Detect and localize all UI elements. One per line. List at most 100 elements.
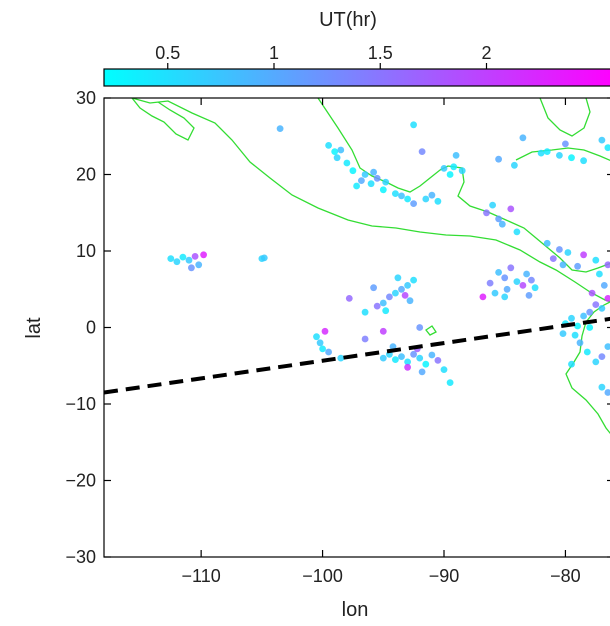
data-point bbox=[556, 152, 563, 159]
data-point bbox=[398, 353, 405, 360]
data-point bbox=[479, 293, 487, 301]
data-point bbox=[586, 324, 594, 331]
data-point bbox=[604, 295, 610, 302]
data-point bbox=[491, 289, 499, 297]
data-point bbox=[379, 354, 387, 362]
data-point bbox=[507, 205, 515, 213]
y-axis-ticks: 30 20 10 0 −10 −20 −30 bbox=[65, 88, 610, 567]
data-point bbox=[422, 360, 430, 368]
data-point bbox=[428, 351, 436, 359]
y-tick-label: 10 bbox=[76, 241, 96, 261]
y-tick-label: 30 bbox=[76, 88, 96, 108]
data-point bbox=[386, 293, 393, 301]
data-point bbox=[604, 389, 610, 396]
colorbar-tick-label: 1 bbox=[269, 43, 279, 63]
data-point bbox=[260, 254, 268, 262]
data-point bbox=[200, 251, 208, 259]
data-point bbox=[410, 276, 417, 284]
data-point bbox=[434, 357, 442, 364]
data-point bbox=[319, 345, 326, 353]
colorbar: UT(hr) 0.5 1 1.5 2 bbox=[103, 9, 610, 87]
data-point bbox=[596, 270, 603, 278]
data-point bbox=[586, 308, 594, 316]
data-point bbox=[410, 200, 417, 208]
data-point bbox=[337, 354, 345, 362]
data-point bbox=[370, 284, 377, 292]
data-point bbox=[316, 339, 324, 347]
data-point bbox=[370, 168, 377, 176]
x-tick-label: −110 bbox=[182, 566, 221, 586]
y-tick-label: −30 bbox=[65, 547, 96, 567]
data-point bbox=[503, 285, 511, 293]
data-point bbox=[191, 253, 199, 260]
colorbar-tick-label: 0.5 bbox=[155, 43, 180, 63]
data-point bbox=[568, 314, 575, 322]
data-point bbox=[404, 195, 411, 203]
data-point bbox=[321, 327, 329, 335]
data-point bbox=[513, 228, 521, 236]
coastline-baja bbox=[131, 98, 195, 141]
colorbar-tick-label: 1.5 bbox=[368, 43, 393, 63]
data-point bbox=[446, 379, 454, 386]
data-point bbox=[416, 354, 424, 362]
data-point bbox=[276, 125, 284, 132]
data-point bbox=[418, 148, 426, 156]
data-point bbox=[483, 209, 490, 217]
data-point bbox=[379, 327, 387, 335]
colorbar-bar bbox=[103, 68, 610, 87]
data-point bbox=[543, 148, 551, 156]
data-point bbox=[501, 274, 509, 282]
data-point bbox=[450, 163, 458, 171]
data-point bbox=[313, 333, 320, 341]
data-point bbox=[574, 262, 581, 270]
data-point bbox=[418, 368, 426, 376]
data-point bbox=[564, 249, 572, 256]
dashed-line bbox=[104, 316, 610, 395]
data-point bbox=[598, 305, 606, 312]
data-point bbox=[428, 191, 436, 199]
data-point bbox=[583, 348, 591, 356]
data-point bbox=[549, 255, 557, 262]
data-point bbox=[392, 356, 399, 363]
data-point bbox=[458, 167, 466, 175]
x-tick-label: −100 bbox=[302, 566, 343, 586]
data-point bbox=[592, 256, 600, 264]
data-point bbox=[556, 246, 563, 253]
data-point bbox=[519, 282, 527, 289]
data-point bbox=[349, 167, 357, 175]
y-axis-label: lat bbox=[23, 317, 45, 339]
coastline-florida bbox=[539, 98, 591, 137]
data-point bbox=[592, 301, 600, 308]
colorbar-tick-label: 2 bbox=[481, 43, 491, 63]
data-point bbox=[495, 215, 502, 223]
data-point bbox=[537, 149, 545, 157]
data-point bbox=[592, 358, 600, 366]
data-point bbox=[507, 264, 515, 272]
data-point bbox=[604, 261, 610, 269]
data-point bbox=[398, 192, 405, 200]
data-point bbox=[580, 251, 587, 259]
data-point bbox=[394, 274, 402, 282]
data-point bbox=[574, 322, 581, 330]
data-point bbox=[410, 350, 417, 358]
x-tick-label: −90 bbox=[429, 566, 460, 586]
coastline-galapagos bbox=[425, 325, 437, 336]
data-point bbox=[410, 121, 417, 129]
data-point bbox=[528, 276, 535, 284]
data-point bbox=[588, 289, 596, 297]
coastline-cuba bbox=[515, 147, 610, 161]
data-point bbox=[562, 140, 569, 148]
data-point bbox=[446, 171, 454, 178]
data-point bbox=[392, 190, 399, 198]
data-point bbox=[559, 261, 567, 269]
data-point bbox=[358, 177, 365, 185]
data-point bbox=[440, 366, 448, 373]
data-point bbox=[422, 195, 430, 203]
data-point bbox=[519, 134, 527, 142]
data-point bbox=[325, 142, 332, 149]
data-point bbox=[598, 353, 606, 360]
data-point bbox=[486, 279, 494, 287]
plot-background bbox=[104, 98, 610, 557]
coastline-mexico-west bbox=[131, 98, 610, 303]
